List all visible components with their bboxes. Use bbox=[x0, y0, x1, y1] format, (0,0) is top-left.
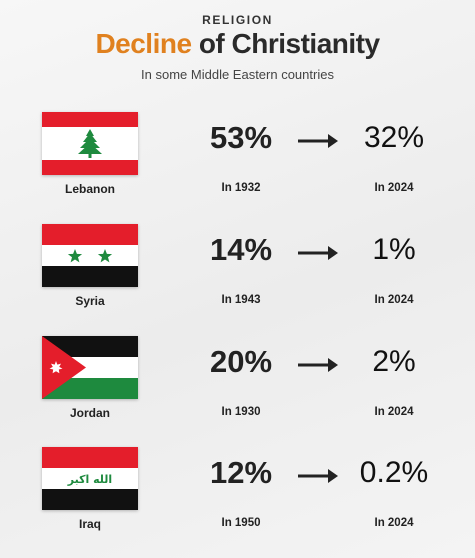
country-name: Lebanon bbox=[65, 182, 115, 196]
to-percentage: 2% bbox=[372, 345, 416, 378]
to-year: In 2024 bbox=[374, 517, 414, 529]
jordan-flag-icon bbox=[42, 336, 138, 399]
title-rest: of Christianity bbox=[191, 28, 380, 59]
from-percentage: 20% bbox=[209, 344, 273, 379]
from-year: In 1930 bbox=[221, 406, 261, 418]
to-year: In 2024 bbox=[374, 294, 414, 306]
to-year: In 2024 bbox=[374, 406, 414, 418]
iraq-flag-icon: الله اكبر bbox=[42, 447, 138, 510]
to-percentage: 32% bbox=[363, 121, 425, 154]
from-year: In 1943 bbox=[221, 294, 261, 306]
arrow-right-icon bbox=[298, 246, 338, 260]
title-accent: Decline bbox=[95, 28, 192, 59]
page-title: Decline of Christianity bbox=[0, 28, 475, 60]
subtitle: In some Middle Eastern countries bbox=[141, 67, 334, 82]
to-percentage: 1% bbox=[372, 233, 416, 266]
to-percentage: 0.2% bbox=[359, 456, 429, 489]
from-year: In 1932 bbox=[221, 182, 261, 194]
kicker: RELIGION bbox=[202, 13, 273, 27]
country-name: Syria bbox=[75, 294, 105, 308]
arrow-right-icon bbox=[298, 134, 338, 148]
arrow-right-icon bbox=[298, 469, 338, 483]
country-name: Iraq bbox=[78, 517, 101, 531]
row-syria: Syria 14% 1% In 1943 In 2024 bbox=[0, 224, 475, 324]
row-lebanon: Lebanon 53% 32% In 1932 In 2024 bbox=[0, 112, 475, 212]
from-percentage: 14% bbox=[209, 232, 273, 267]
lebanon-flag-icon bbox=[42, 112, 138, 175]
row-iraq: الله اكبر Iraq 12% 0.2% In 1950 In 2024 bbox=[0, 447, 475, 547]
syria-flag-icon bbox=[42, 224, 138, 287]
from-percentage: 53% bbox=[209, 120, 273, 155]
from-percentage: 12% bbox=[209, 455, 273, 490]
arrow-right-icon bbox=[298, 358, 338, 372]
row-jordan: Jordan 20% 2% In 1930 In 2024 bbox=[0, 336, 475, 436]
iraq-flag-inscription: الله اكبر bbox=[67, 473, 112, 486]
from-year: In 1950 bbox=[221, 517, 261, 529]
country-name: Jordan bbox=[69, 406, 110, 420]
to-year: In 2024 bbox=[374, 182, 414, 194]
